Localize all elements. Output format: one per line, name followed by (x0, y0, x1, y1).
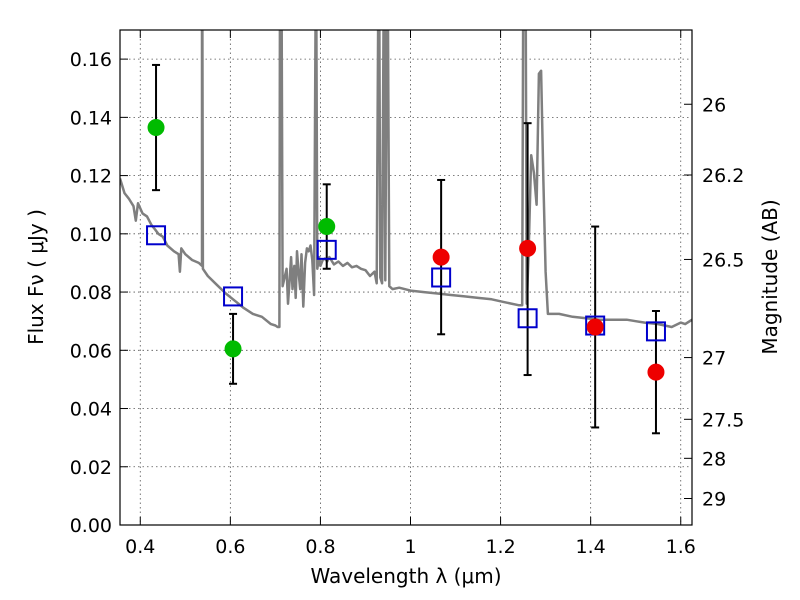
y-tick-label: 0.00 (70, 515, 112, 537)
y2-axis-label: Magnitude (AB) (758, 199, 782, 354)
observed-green-point (224, 340, 242, 358)
y-tick-label: 0.14 (70, 107, 112, 129)
y-tick-label: 0.10 (70, 224, 112, 246)
model-photometry-point (146, 225, 167, 246)
plot-area (120, 30, 692, 435)
model-photometry-point (223, 286, 244, 307)
x-tick-label: 0.8 (305, 536, 335, 558)
y2-tick-label: 28 (702, 448, 726, 470)
observed-red-point (519, 239, 537, 257)
x-tick-label: 1 (404, 536, 416, 558)
y2-tick-label: 26.2 (702, 165, 744, 187)
x-tick-label: 0.6 (215, 536, 245, 558)
y2-tick-label: 27.5 (702, 409, 744, 431)
y-tick-label: 0.04 (70, 399, 112, 421)
y-tick-label: 0.16 (70, 49, 112, 71)
observed-red-point (647, 363, 665, 381)
y2-tick-label: 26 (702, 94, 726, 116)
y-tick-label: 0.12 (70, 166, 112, 188)
observed-red-point (586, 318, 604, 336)
axis-ticks: 0.4 0.6 0.8 1 1.2 1.4 1.6 0.00 0.02 0.04 0.06 0.08 0… (70, 30, 744, 558)
observed-green-point (147, 119, 165, 137)
y-tick-label: 0.08 (70, 282, 112, 304)
y2-tick-label: 29 (702, 489, 726, 511)
model-photometry-point (645, 321, 666, 342)
observed-green-point (318, 218, 336, 236)
x-tick-label: 1.6 (666, 536, 696, 558)
x-axis-label: Wavelength λ (μm) (310, 564, 501, 588)
model-photometry-point (431, 267, 452, 288)
x-tick-label: 1.4 (576, 536, 606, 558)
y-tick-label: 0.06 (70, 340, 112, 362)
observed-red-point (432, 248, 450, 266)
model-photometry-point (517, 308, 538, 329)
y-tick-label: 0.02 (70, 457, 112, 479)
y2-tick-label: 27 (702, 348, 726, 370)
axes-frame (119, 29, 693, 526)
x-tick-label: 1.2 (485, 536, 515, 558)
data-markers (146, 119, 666, 381)
x-tick-label: 0.4 (125, 536, 155, 558)
model-photometry-point (316, 239, 337, 260)
model-spectrum-line (120, 30, 692, 329)
y-axis-label: Flux Fν ( μJy ) (24, 209, 48, 345)
grid (120, 30, 692, 526)
y2-tick-label: 26.5 (702, 249, 744, 271)
